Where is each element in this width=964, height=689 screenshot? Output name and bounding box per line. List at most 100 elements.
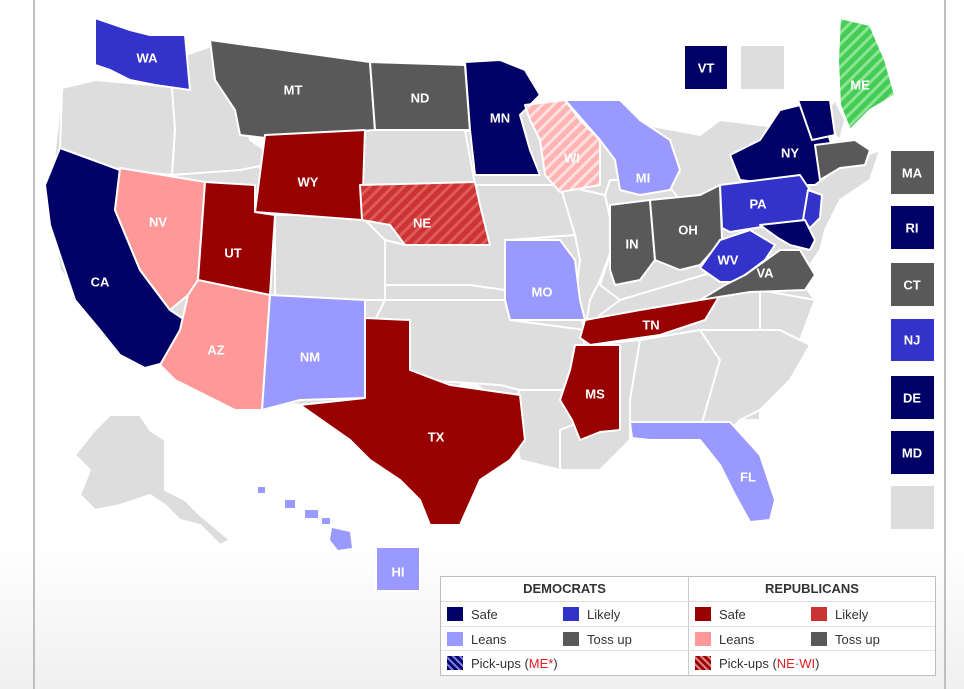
box-MD bbox=[889, 429, 936, 476]
label-DE: DE bbox=[903, 391, 921, 406]
legend-rep-leans: Leans bbox=[695, 627, 754, 651]
right-border bbox=[944, 0, 946, 689]
legend-rep-likely: Likely bbox=[811, 602, 868, 626]
legend: DEMOCRATS REPUBLICANS Safe Likely Leans … bbox=[440, 576, 936, 676]
state-AK bbox=[74, 414, 231, 546]
label-MT: MT bbox=[284, 83, 303, 98]
state-NJ-shore bbox=[802, 189, 823, 229]
label-MN: MN bbox=[490, 111, 510, 126]
legend-rep-safe: Safe bbox=[695, 602, 746, 626]
label-NM: NM bbox=[300, 350, 320, 365]
state-TX bbox=[299, 317, 526, 526]
legend-rep-pickup-ne: NE bbox=[776, 655, 795, 671]
state-MS bbox=[559, 344, 621, 441]
legend-rule bbox=[441, 650, 935, 651]
state-MA-CT bbox=[814, 139, 871, 181]
label-MS: MS bbox=[585, 387, 605, 402]
legend-rep-safe-label: Safe bbox=[719, 606, 746, 622]
swatch-dem-safe bbox=[447, 607, 463, 621]
legend-paren: ) bbox=[815, 655, 820, 671]
box-RI bbox=[889, 204, 936, 251]
label-MI: MI bbox=[636, 171, 650, 186]
legend-dem-leans: Leans bbox=[447, 627, 506, 651]
label-CA: CA bbox=[91, 275, 110, 290]
label-ND: ND bbox=[411, 91, 430, 106]
swatch-dem-likely bbox=[563, 607, 579, 621]
label-MO: MO bbox=[532, 285, 553, 300]
spare-grey-box bbox=[889, 484, 936, 531]
label-HI: HI bbox=[392, 565, 405, 580]
label-ME: ME bbox=[850, 78, 870, 93]
swatch-dem-pickup bbox=[447, 656, 463, 670]
legend-rep-tossup-label: Toss up bbox=[835, 631, 880, 647]
label-WV: WV bbox=[718, 253, 739, 268]
state-MD-DE bbox=[759, 219, 816, 251]
state-MO bbox=[504, 239, 586, 321]
label-WY: WY bbox=[298, 175, 319, 190]
legend-dem-safe-label: Safe bbox=[471, 606, 498, 622]
legend-dem-likely: Likely bbox=[563, 602, 620, 626]
swatch-rep-safe bbox=[695, 607, 711, 621]
legend-rule bbox=[441, 626, 935, 627]
legend-rep-leans-label: Leans bbox=[719, 631, 755, 647]
legend-rep-pickup-wi: WI bbox=[799, 655, 816, 671]
label-TX: TX bbox=[428, 430, 445, 445]
swatch-dem-leans bbox=[447, 632, 463, 646]
label-MA: MA bbox=[902, 166, 923, 181]
swatch-rep-tossup bbox=[811, 632, 827, 646]
label-CT: CT bbox=[903, 278, 920, 293]
state-NE bbox=[359, 181, 491, 246]
label-FL: FL bbox=[740, 470, 756, 485]
label-UT: UT bbox=[224, 246, 241, 261]
box-HI bbox=[375, 546, 421, 592]
legend-dem-safe: Safe bbox=[447, 602, 498, 626]
state-ME bbox=[837, 17, 896, 131]
legend-dem-leans-label: Leans bbox=[471, 631, 507, 647]
state-MN bbox=[464, 59, 541, 176]
state-NM bbox=[261, 294, 366, 411]
label-WA: WA bbox=[137, 51, 159, 66]
legend-dem-pickups-label: Pick-ups ( bbox=[471, 655, 529, 671]
legend-rep-pickups-label: Pick-ups ( bbox=[719, 655, 777, 671]
legend-dem-likely-label: Likely bbox=[587, 606, 621, 622]
label-MD: MD bbox=[902, 446, 922, 461]
label-NE: NE bbox=[413, 216, 431, 231]
swatch-rep-pickup bbox=[695, 656, 711, 670]
label-OH: OH bbox=[678, 223, 698, 238]
state-VT-NH bbox=[797, 99, 836, 141]
legend-rep-tossup: Toss up bbox=[811, 627, 880, 651]
left-border bbox=[33, 0, 35, 689]
label-IN: IN bbox=[626, 237, 639, 252]
state-FL bbox=[629, 421, 776, 523]
legend-dem-tossup: Toss up bbox=[563, 627, 632, 651]
label-NV: NV bbox=[149, 215, 167, 230]
label-WI: WI bbox=[564, 151, 580, 166]
label-NJ: NJ bbox=[904, 333, 921, 348]
swatch-dem-tossup bbox=[563, 632, 579, 646]
legend-rep-header: REPUBLICANS bbox=[689, 577, 935, 602]
swatch-rep-leans bbox=[695, 632, 711, 646]
legend-rep-likely-label: Likely bbox=[835, 606, 869, 622]
box-CT bbox=[889, 261, 936, 308]
state-HI-islands bbox=[258, 487, 352, 550]
box-DE bbox=[889, 374, 936, 421]
legend-dem-pickup-states: ME* bbox=[528, 655, 554, 671]
legend-dem-tossup-label: Toss up bbox=[587, 631, 632, 647]
label-AZ: AZ bbox=[207, 343, 224, 358]
box-VT bbox=[683, 44, 729, 91]
state-VA bbox=[699, 249, 816, 301]
box-MA bbox=[889, 149, 936, 196]
label-TN: TN bbox=[642, 318, 659, 333]
state-TN bbox=[579, 294, 721, 346]
legend-rep-pickup-sep: · bbox=[794, 655, 800, 671]
swatch-rep-likely bbox=[811, 607, 827, 621]
label-NY: NY bbox=[781, 146, 799, 161]
state-WA bbox=[94, 17, 191, 91]
label-VT: VT bbox=[698, 61, 715, 76]
label-RI: RI bbox=[906, 221, 919, 236]
state-MI bbox=[564, 99, 681, 196]
vt-grey-box bbox=[739, 44, 786, 91]
legend-dem-pickups: Pick-ups (ME*) bbox=[447, 651, 558, 675]
